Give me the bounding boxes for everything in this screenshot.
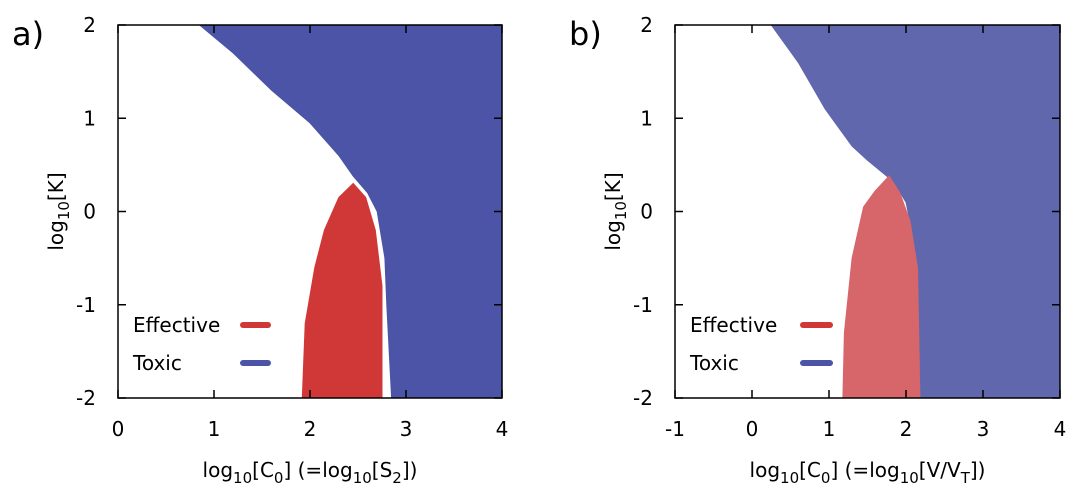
x-tick-label: 0 — [746, 417, 759, 441]
effective-region — [842, 175, 921, 399]
legend-label-toxic: Toxic — [689, 351, 739, 375]
x-tick-label: 2 — [900, 417, 913, 441]
y-tick-label: -1 — [76, 293, 96, 317]
panel-b: -1 0 1 2 3 4 -2 -1 0 1 2 log10[C0] (=log10[V/VT]) lo… — [569, 13, 1066, 485]
y-tick-label: 2 — [640, 13, 653, 37]
panel-label: b) — [569, 15, 602, 53]
x-axis-label: log10[C0] (=log10[S2]) — [203, 458, 418, 485]
panel-a: 0 1 2 3 4 -2 -1 0 1 2 log10[C0] (=log10[S2]) log10[… — [12, 13, 508, 485]
x-tick-label: 3 — [400, 417, 413, 441]
x-tick-label: -1 — [665, 417, 685, 441]
x-tick-label: 1 — [208, 417, 221, 441]
x-tick-label: 1 — [823, 417, 836, 441]
toxic-region — [198, 24, 503, 399]
x-tick-label: 4 — [1054, 417, 1067, 441]
y-axis-label: log10[K] — [601, 172, 630, 250]
x-axis-label: log10[C0] (=log10[V/VT]) — [750, 458, 986, 485]
y-tick-label: 0 — [83, 200, 96, 224]
y-tick-label: -2 — [633, 386, 653, 410]
x-tick-label: 0 — [112, 417, 125, 441]
legend-label-effective: Effective — [133, 313, 220, 337]
y-tick-label: 2 — [83, 13, 96, 37]
legend-label-effective: Effective — [690, 313, 777, 337]
effective-region — [301, 182, 383, 399]
x-tick-label: 4 — [496, 417, 509, 441]
y-tick-label: -2 — [76, 386, 96, 410]
x-tick-label: 3 — [977, 417, 990, 441]
legend-label-toxic: Toxic — [132, 351, 182, 375]
y-tick-label: 0 — [640, 200, 653, 224]
x-tick-label: 2 — [304, 417, 317, 441]
y-tick-label: -1 — [633, 293, 653, 317]
y-tick-label: 1 — [640, 106, 653, 130]
y-axis-label: log10[K] — [44, 172, 73, 250]
panel-label: a) — [12, 15, 44, 53]
y-tick-label: 1 — [83, 106, 96, 130]
